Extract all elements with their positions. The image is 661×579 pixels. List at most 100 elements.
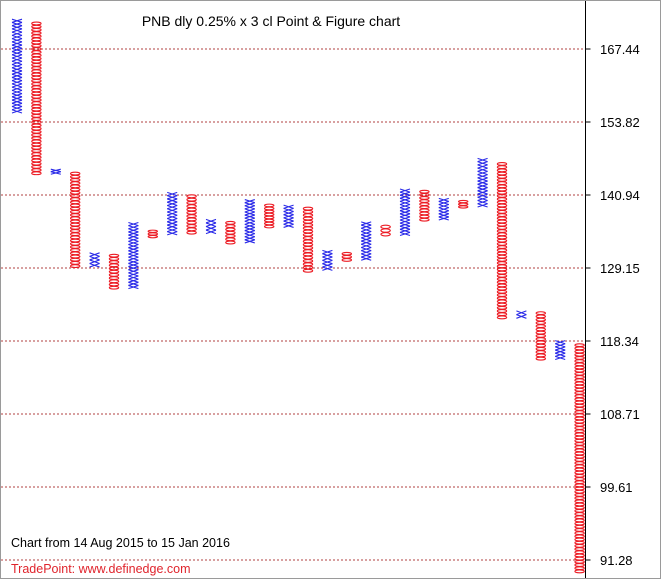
o-box: [108, 276, 120, 281]
x-box: [11, 102, 23, 108]
o-box: [574, 416, 585, 421]
o-box: [69, 229, 81, 233]
o-box: [574, 406, 585, 411]
o-box: [302, 219, 314, 224]
x-box: [244, 217, 255, 222]
o-box: [496, 174, 508, 179]
x-box: [477, 183, 488, 189]
x-box: [167, 221, 178, 226]
x-box: [361, 224, 372, 229]
o-box: [380, 232, 391, 237]
x-box: [555, 343, 566, 348]
x-box: [244, 220, 255, 225]
x-box: [555, 349, 566, 354]
o-box: [496, 165, 508, 170]
o-box: [535, 337, 547, 342]
o-box: [69, 238, 81, 243]
o-box: [574, 528, 585, 532]
o-column: [186, 194, 197, 235]
o-box: [496, 200, 508, 205]
o-box: [574, 470, 585, 475]
x-column: [283, 204, 294, 228]
x-box: [283, 217, 294, 222]
o-box: [496, 222, 508, 227]
x-box: [361, 234, 372, 239]
o-box: [496, 193, 508, 198]
x-box: [322, 256, 333, 261]
o-box: [419, 196, 430, 200]
x-box: [128, 221, 139, 227]
x-box: [322, 253, 333, 258]
x-box: [399, 219, 411, 224]
o-box: [302, 209, 314, 214]
o-box: [496, 216, 508, 221]
o-box: [496, 270, 508, 275]
o-box: [574, 537, 585, 542]
o-box: [69, 181, 81, 186]
o-box: [574, 346, 585, 351]
o-box: [31, 82, 42, 86]
o-box: [31, 107, 42, 112]
o-box: [31, 117, 42, 122]
o-box: [108, 256, 120, 261]
o-box: [574, 477, 585, 481]
o-box: [31, 139, 42, 144]
o-box: [574, 457, 585, 462]
x-box: [361, 221, 372, 226]
o-box: [31, 145, 42, 150]
x-box: [11, 44, 23, 49]
x-box: [205, 222, 217, 228]
x-box: [244, 211, 255, 216]
brand-link[interactable]: TradePoint: www.definedge.com: [11, 562, 191, 576]
o-box: [535, 311, 547, 316]
o-box: [496, 283, 508, 288]
x-box: [167, 218, 178, 223]
o-box: [225, 220, 236, 225]
o-box: [574, 413, 585, 418]
x-box: [322, 259, 333, 265]
y-tick-label: 140.94: [600, 188, 640, 203]
o-box: [302, 229, 314, 234]
o-box: [457, 202, 469, 206]
o-box: [535, 346, 547, 351]
x-box: [361, 240, 372, 245]
x-box: [11, 89, 23, 95]
x-box: [477, 164, 488, 169]
o-box: [419, 202, 430, 207]
o-box: [31, 72, 42, 77]
o-box: [69, 257, 81, 262]
o-box: [186, 197, 197, 202]
y-tick-label: 153.82: [600, 115, 640, 130]
o-box: [31, 66, 42, 71]
x-box: [438, 204, 449, 209]
o-box: [31, 164, 42, 169]
o-box: [574, 454, 585, 459]
o-box: [496, 190, 508, 195]
x-box: [322, 263, 333, 268]
o-box: [496, 264, 508, 269]
x-box: [477, 187, 488, 192]
gridlines: [1, 48, 586, 561]
x-box: [11, 57, 23, 62]
o-box: [263, 209, 275, 214]
x-box: [361, 230, 372, 236]
x-box: [283, 207, 294, 213]
o-box: [574, 508, 585, 513]
o-box: [341, 258, 353, 262]
o-box: [496, 235, 508, 240]
o-box: [31, 161, 42, 166]
o-box: [186, 194, 197, 199]
o-box: [69, 178, 81, 182]
x-box: [11, 76, 23, 82]
o-box: [69, 203, 81, 208]
x-box: [399, 222, 411, 227]
o-box: [302, 226, 314, 231]
o-box: [574, 492, 585, 497]
o-box: [31, 168, 42, 172]
x-box: [11, 106, 23, 111]
o-box: [574, 394, 585, 399]
x-box: [11, 47, 23, 53]
o-box: [302, 265, 314, 270]
x-box: [244, 205, 255, 210]
o-box: [574, 438, 585, 443]
